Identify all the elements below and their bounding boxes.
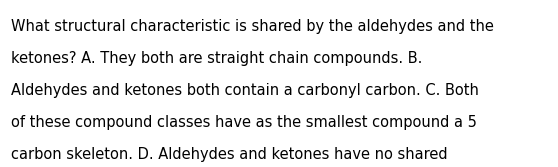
Text: Aldehydes and ketones both contain a carbonyl carbon. C. Both: Aldehydes and ketones both contain a car… xyxy=(11,83,479,98)
Text: What structural characteristic is shared by the aldehydes and the: What structural characteristic is shared… xyxy=(11,19,494,34)
Text: of these compound classes have as the smallest compound a 5: of these compound classes have as the sm… xyxy=(11,115,477,130)
Text: ketones? A. They both are straight chain compounds. B.: ketones? A. They both are straight chain… xyxy=(11,51,422,66)
Text: carbon skeleton. D. Aldehydes and ketones have no shared: carbon skeleton. D. Aldehydes and ketone… xyxy=(11,147,448,162)
